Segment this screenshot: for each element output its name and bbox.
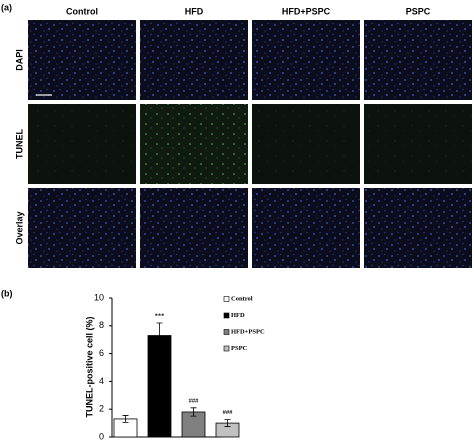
error-bar <box>190 407 197 417</box>
micrograph <box>252 20 360 100</box>
significance-label: ### <box>223 409 234 416</box>
y-tick-label: 6 <box>99 348 104 358</box>
row-label: Overlay <box>14 211 24 244</box>
legend-swatch <box>223 296 230 302</box>
micrograph <box>28 104 136 184</box>
micrograph <box>252 104 360 184</box>
row-label: TUNEL <box>14 129 24 159</box>
significance-label: *** <box>155 313 165 320</box>
legend-label: HFD <box>231 312 245 319</box>
y-tick-label: 2 <box>99 404 104 414</box>
error-bar <box>122 415 129 423</box>
legend-swatch <box>223 312 230 319</box>
legend-label: Control <box>231 295 253 302</box>
micrograph <box>140 104 248 184</box>
legend-label: HFD+PSPC <box>231 328 265 335</box>
column-header: HFD <box>185 6 204 16</box>
row-label: DAPI <box>14 49 24 71</box>
column-header: Control <box>66 6 98 16</box>
micrograph <box>252 188 360 268</box>
micrograph <box>364 104 472 184</box>
column-header: PSPC <box>406 6 431 16</box>
y-tick-label: 4 <box>99 376 104 386</box>
legend-swatch <box>223 345 230 352</box>
micrograph <box>140 188 248 268</box>
micrograph <box>364 20 472 100</box>
micrograph <box>28 188 136 268</box>
error-bar <box>156 322 163 349</box>
y-axis-label: TUNEL-positive cell (%) <box>84 316 94 417</box>
error-bar <box>224 419 231 427</box>
significance-label: ### <box>189 397 200 404</box>
y-tick-label: 10 <box>94 292 104 302</box>
bar <box>147 335 172 438</box>
micrograph <box>140 20 248 100</box>
y-tick-label: 8 <box>99 320 104 330</box>
y-tick-label: 0 <box>99 431 104 441</box>
legend-swatch <box>223 329 230 335</box>
panel-label: (b) <box>1 288 13 298</box>
column-header: HFD+PSPC <box>282 6 331 16</box>
micrograph <box>364 188 472 268</box>
micrograph <box>28 20 136 100</box>
panel-label: (a) <box>1 2 12 12</box>
legend-label: PSPC <box>231 345 248 352</box>
